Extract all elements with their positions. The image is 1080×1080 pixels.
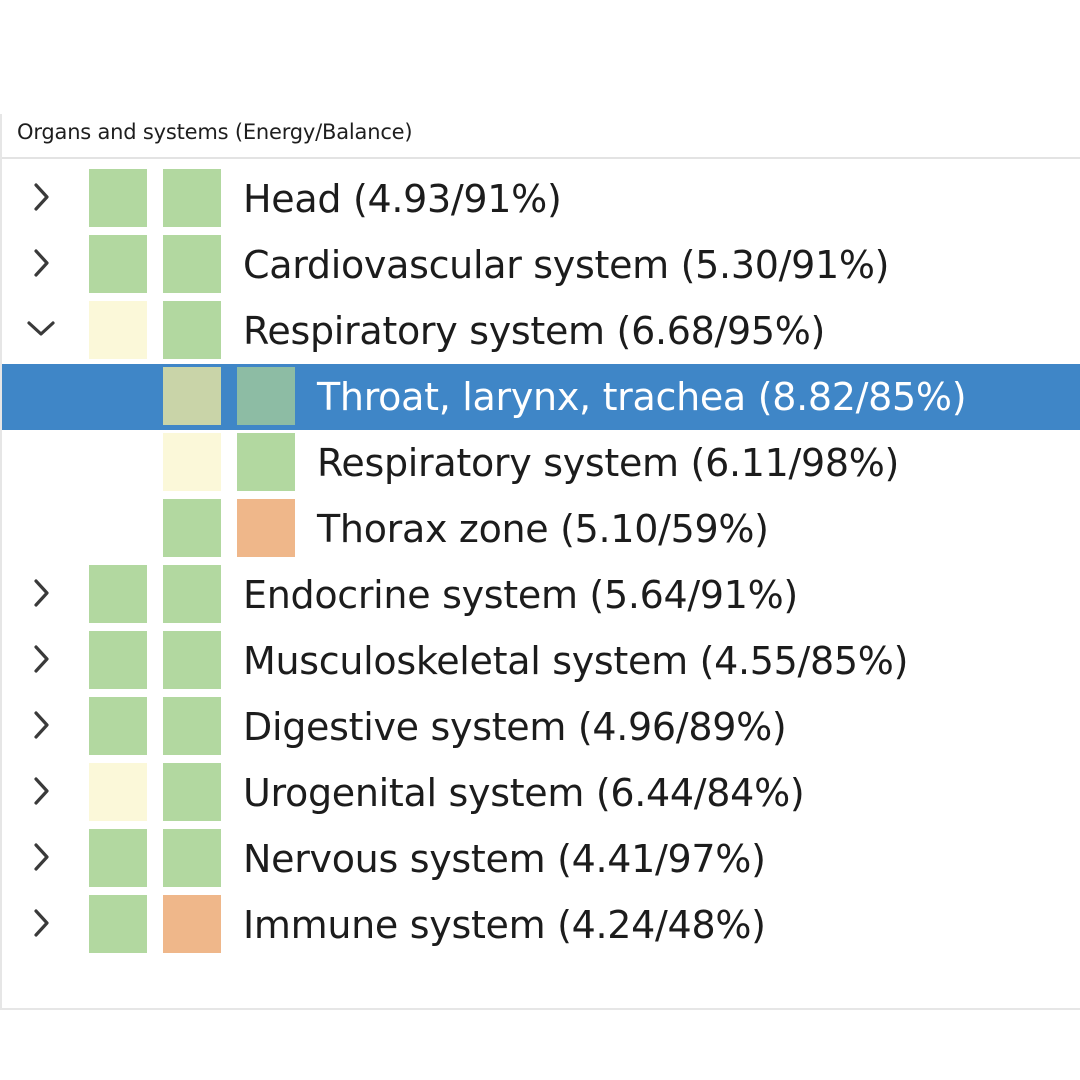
energy-indicator [89,301,147,359]
tree-row[interactable]: Endocrine system (5.64/91%) [2,562,1080,628]
balance-indicator [237,367,295,425]
balance-indicator [163,829,221,887]
energy-indicator [89,631,147,689]
balance-indicator [237,499,295,557]
energy-indicator [89,697,147,755]
tree-row-label: Cardiovascular system (5.30/91%) [243,243,890,287]
tree-row-label: Immune system (4.24/48%) [243,903,766,947]
energy-indicator [163,433,221,491]
chevron-right-icon[interactable] [24,642,58,676]
tree-row-label: Endocrine system (5.64/91%) [243,573,798,617]
tree-row-label: Throat, larynx, trachea (8.82/85%) [317,375,967,419]
tree-row[interactable]: Cardiovascular system (5.30/91%) [2,232,1080,298]
energy-indicator [89,565,147,623]
energy-indicator [89,169,147,227]
organs-tree: Head (4.93/91%) Cardiovascular system (5.… [2,166,1080,958]
tree-row[interactable]: Throat, larynx, trachea (8.82/85%) [2,364,1080,430]
chevron-right-icon[interactable] [24,906,58,940]
tree-row[interactable]: Head (4.93/91%) [2,166,1080,232]
energy-indicator [89,235,147,293]
chevron-right-icon[interactable] [24,708,58,742]
tree-row[interactable]: Immune system (4.24/48%) [2,892,1080,958]
tree-row[interactable]: Digestive system (4.96/89%) [2,694,1080,760]
tree-row[interactable]: Nervous system (4.41/97%) [2,826,1080,892]
column-header[interactable]: Organs and systems (Energy/Balance) [2,114,1080,159]
balance-indicator [237,433,295,491]
energy-indicator [89,829,147,887]
balance-indicator [163,565,221,623]
tree-row-label: Digestive system (4.96/89%) [243,705,787,749]
energy-indicator [163,499,221,557]
balance-indicator [163,763,221,821]
tree-row-label: Head (4.93/91%) [243,177,562,221]
tree-row[interactable]: Respiratory system (6.68/95%) [2,298,1080,364]
balance-indicator [163,301,221,359]
tree-row-label: Urogenital system (6.44/84%) [243,771,805,815]
balance-indicator [163,697,221,755]
tree-row-label: Respiratory system (6.68/95%) [243,309,826,353]
tree-row-label: Thorax zone (5.10/59%) [317,507,769,551]
tree-row[interactable]: Urogenital system (6.44/84%) [2,760,1080,826]
chevron-right-icon[interactable] [24,576,58,610]
energy-indicator [89,763,147,821]
tree-row-label: Musculoskeletal system (4.55/85%) [243,639,909,683]
balance-indicator [163,169,221,227]
energy-indicator [89,895,147,953]
organs-tree-panel: Organs and systems (Energy/Balance) Head… [0,114,1080,1010]
chevron-right-icon[interactable] [24,180,58,214]
tree-row-label: Nervous system (4.41/97%) [243,837,766,881]
tree-row[interactable]: Thorax zone (5.10/59%) [2,496,1080,562]
balance-indicator [163,895,221,953]
balance-indicator [163,631,221,689]
chevron-right-icon[interactable] [24,840,58,874]
chevron-right-icon[interactable] [24,774,58,808]
tree-row[interactable]: Musculoskeletal system (4.55/85%) [2,628,1080,694]
balance-indicator [163,235,221,293]
tree-row[interactable]: Respiratory system (6.11/98%) [2,430,1080,496]
tree-row-label: Respiratory system (6.11/98%) [317,441,900,485]
column-header-label: Organs and systems (Energy/Balance) [17,120,413,144]
energy-indicator [163,367,221,425]
chevron-right-icon[interactable] [24,246,58,280]
chevron-down-icon[interactable] [24,312,58,346]
